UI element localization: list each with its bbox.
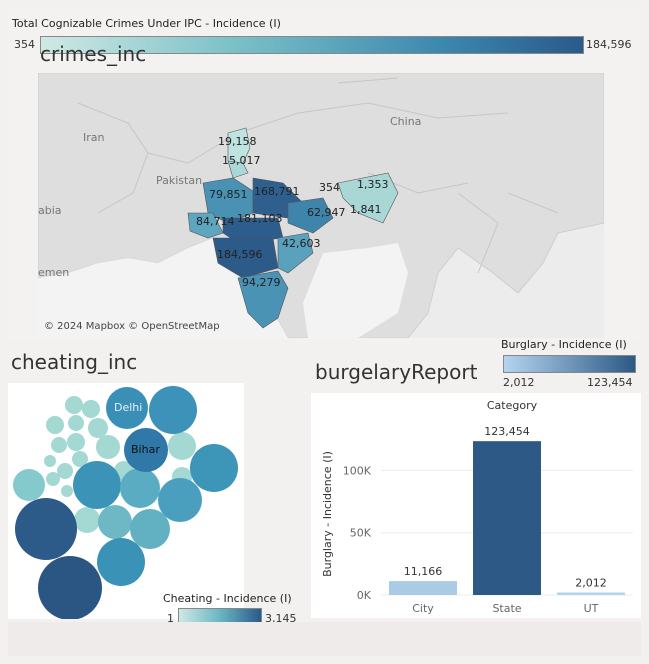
bubble <box>15 498 77 560</box>
bubble <box>74 507 100 533</box>
cheating-bubble-panel: Delhi Bihar <box>8 383 244 620</box>
geo-label-yemen: emen <box>38 266 70 279</box>
state-maharashtra[interactable] <box>212 237 279 279</box>
bubble <box>61 485 73 497</box>
bar-value-label: 123,454 <box>484 425 530 438</box>
state-value-label: 94,279 <box>242 276 281 289</box>
state-value-label: 15,017 <box>222 154 261 167</box>
burglary-legend-title: Burglary - Incidence (I) <box>501 338 627 351</box>
crimes-legend-min: 354 <box>14 38 35 51</box>
y-tick-label: 100K <box>343 464 372 477</box>
bubble <box>65 396 83 414</box>
bay-shape <box>303 243 408 338</box>
crimes-legend-max: 184,596 <box>586 38 632 51</box>
state-value-label: 181,103 <box>237 212 283 225</box>
state-value-label: 79,851 <box>209 188 248 201</box>
bubble <box>46 416 64 434</box>
bubble <box>98 505 132 539</box>
crimes-map-svg <box>38 73 604 338</box>
bubble <box>13 469 45 501</box>
state-karnataka-tn[interactable] <box>237 270 289 329</box>
geo-label-china: China <box>390 115 422 128</box>
burglary-color-ramp[interactable] <box>503 355 636 373</box>
geo-label-iran: Iran <box>83 131 105 144</box>
bubble <box>168 432 196 460</box>
burglary-chart-panel: Category 0K 50K 100K Burglary - Incidence (I… <box>311 393 641 618</box>
bubble <box>124 428 168 472</box>
state-value-label: 42,603 <box>282 237 321 250</box>
state-bihar-wb[interactable] <box>287 197 334 234</box>
state-northeast[interactable] <box>337 172 399 224</box>
x-tick-label: City <box>412 602 434 615</box>
state-jk[interactable] <box>227 127 251 164</box>
state-value-label: 62,947 <box>307 206 346 219</box>
bar <box>557 592 625 595</box>
crimes-color-ramp[interactable] <box>40 36 584 54</box>
bubble <box>72 451 88 467</box>
cheating-legend-min: 1 <box>167 612 174 625</box>
state-gujarat[interactable] <box>187 212 224 239</box>
cheating-sheet-title: cheating_inc <box>11 350 138 374</box>
state-value-label: 1,353 <box>357 178 389 191</box>
bubble <box>51 437 67 453</box>
burglary-legend-min: 2,012 <box>503 376 535 389</box>
bubble <box>67 433 85 451</box>
bubble <box>130 509 170 549</box>
cheating-legend-max: 3,145 <box>265 612 297 625</box>
bubble <box>68 415 84 431</box>
cheating-bubble-chart[interactable] <box>8 383 244 620</box>
map-attribution[interactable]: © 2024 Mapbox © OpenStreetMap <box>44 321 220 332</box>
state-hp[interactable] <box>227 160 249 179</box>
state-odisha-ap[interactable] <box>277 232 314 274</box>
bar-value-label: 11,166 <box>404 565 443 578</box>
bubble <box>44 455 56 467</box>
bubble-label-delhi: Delhi <box>114 401 143 414</box>
bottom-empty-panel <box>8 622 641 656</box>
state-value-label: 168,791 <box>254 185 300 198</box>
bubble <box>57 463 73 479</box>
bar <box>473 441 541 595</box>
burglary-sheet-title: burgelaryReport <box>315 360 478 384</box>
bubble <box>88 418 108 438</box>
bubble <box>73 461 121 509</box>
state-value-label: 84,714 <box>196 215 235 228</box>
bubble <box>106 387 148 429</box>
bubble <box>120 468 160 508</box>
bubble <box>97 538 145 586</box>
y-axis-label: Burglary - Incidence (I) <box>321 451 334 577</box>
geo-label-pakistan: Pakistan <box>156 174 203 187</box>
bubble <box>149 386 197 434</box>
burglary-bar-chart[interactable]: Category 0K 50K 100K Burglary - Incidence (I… <box>311 393 641 618</box>
y-tick-label: 50K <box>350 527 372 540</box>
y-tick-label: 0K <box>357 589 372 602</box>
bubble <box>46 472 60 486</box>
cheating-legend-title: Cheating - Incidence (I) <box>163 592 292 605</box>
bubble <box>190 444 238 492</box>
bubble-label-bihar: Bihar <box>131 443 160 456</box>
crimes-sheet-title: crimes_inc <box>40 42 147 66</box>
bar-value-label: 2,012 <box>575 576 607 589</box>
crimes-map[interactable]: Iran China Pakistan abia emen 19,158 15,… <box>38 73 604 338</box>
bar <box>389 581 457 595</box>
geo-label-arabia: abia <box>38 204 62 217</box>
bubble <box>158 478 202 522</box>
x-tick-label: UT <box>584 602 599 615</box>
x-tick-label: State <box>492 602 521 615</box>
state-value-label: 19,158 <box>218 135 257 148</box>
state-value-label: 1,841 <box>350 203 382 216</box>
burglary-legend-max: 123,454 <box>587 376 633 389</box>
state-value-label: 354 <box>319 181 340 194</box>
bubble <box>38 556 102 620</box>
chart-title: Category <box>487 399 538 412</box>
bubble <box>96 435 120 459</box>
state-value-label: 184,596 <box>217 248 263 261</box>
bubble <box>82 400 100 418</box>
crimes-legend-title: Total Cognizable Crimes Under IPC - Inci… <box>12 17 281 30</box>
